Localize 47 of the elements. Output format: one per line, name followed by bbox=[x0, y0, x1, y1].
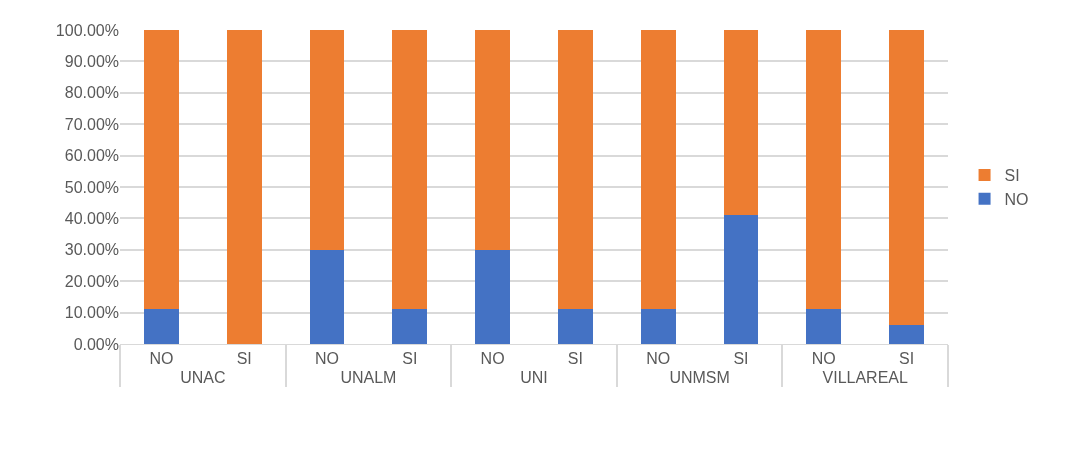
bar bbox=[723, 30, 759, 216]
y-tick-label: 30.00% bbox=[64, 241, 119, 259]
legend-label: SI bbox=[1004, 167, 1020, 185]
bar bbox=[392, 309, 428, 344]
x-tick-label: NO bbox=[646, 350, 671, 368]
bar bbox=[226, 30, 262, 344]
bar bbox=[889, 325, 924, 344]
y-tick-label: 80.00% bbox=[64, 84, 119, 102]
x-tick-label: SI bbox=[567, 350, 583, 368]
text: UNALM bbox=[340, 369, 397, 387]
text: UNMSM bbox=[669, 369, 730, 387]
bar bbox=[558, 30, 593, 310]
bar bbox=[475, 30, 510, 250]
x-tick-label: SI bbox=[402, 350, 418, 368]
text: UNAC bbox=[180, 369, 226, 387]
x-tick-label: NO bbox=[315, 350, 339, 368]
bar bbox=[475, 249, 510, 344]
bar bbox=[640, 30, 676, 310]
bar bbox=[558, 309, 593, 344]
y-tick-label: 60.00% bbox=[64, 147, 119, 165]
y-tick-label: 100.00% bbox=[55, 21, 119, 39]
x-tick-label: NO bbox=[149, 350, 174, 368]
text: VILLAREAL bbox=[822, 369, 908, 387]
x-tick-label: NO bbox=[811, 350, 836, 368]
bar bbox=[309, 30, 345, 250]
bar bbox=[806, 309, 842, 344]
y-tick-label: 50.00% bbox=[64, 178, 119, 196]
bar bbox=[309, 249, 345, 344]
x-tick-label: SI bbox=[899, 350, 915, 368]
y-tick-label: 10.00% bbox=[64, 304, 119, 322]
y-tick-label: 0.00% bbox=[73, 335, 119, 353]
text: UNI bbox=[520, 369, 548, 387]
bar bbox=[889, 30, 924, 326]
y-tick-label: 90.00% bbox=[64, 53, 119, 70]
legend-label: NO bbox=[1004, 190, 1029, 208]
y-tick-label: 70.00% bbox=[64, 115, 119, 133]
bar bbox=[806, 30, 842, 310]
bar bbox=[144, 30, 179, 310]
y-tick-label: 20.00% bbox=[64, 272, 119, 290]
y-tick-label: 40.00% bbox=[64, 210, 119, 227]
x-tick-label: SI bbox=[236, 350, 252, 368]
bar bbox=[144, 309, 179, 344]
bar bbox=[723, 215, 759, 344]
bar bbox=[392, 30, 428, 310]
x-tick-label: NO bbox=[480, 350, 505, 368]
bar bbox=[640, 309, 676, 344]
x-tick-label: SI bbox=[733, 350, 749, 368]
